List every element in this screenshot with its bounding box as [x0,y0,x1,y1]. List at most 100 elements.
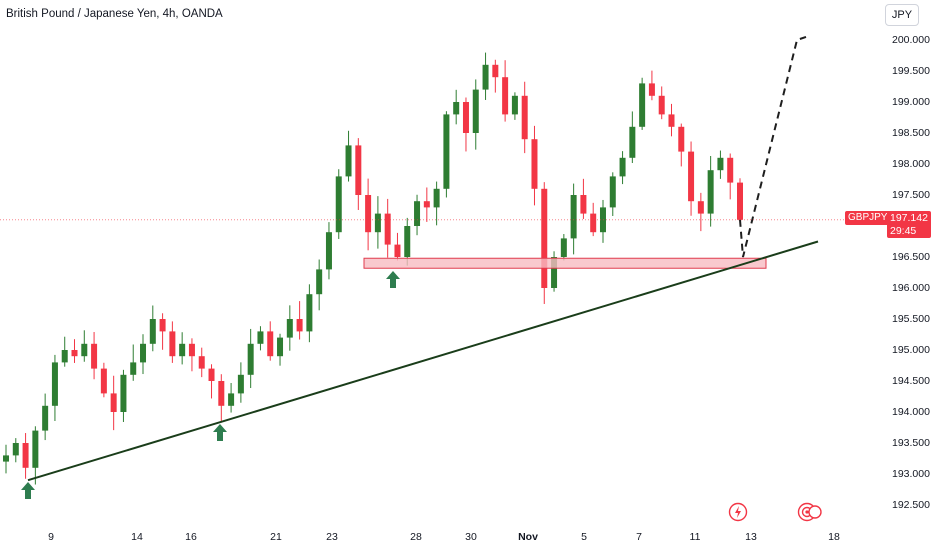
candle-body [365,195,372,233]
candle-body [570,195,577,239]
candle-body [169,331,176,357]
candle-body [433,188,440,208]
candle-body [423,201,430,208]
candle-body [502,77,509,115]
candle-body [32,430,39,468]
candle-body [472,89,479,133]
trendline[interactable] [27,240,819,482]
last-price-tag: 197.142 29:45 [887,211,931,238]
candle-body [737,182,743,220]
time-tick: 30 [465,531,477,543]
candle-body [61,350,68,363]
candle-body [492,64,499,78]
candle-body [130,362,137,375]
price-tick: 192.500 [892,499,930,511]
candle-body [42,405,49,431]
candle-body [619,157,626,177]
candle-body [110,393,117,412]
symbol-tag: GBPJPY [845,211,891,225]
candle-body [707,170,714,214]
time-tick: 23 [326,531,338,543]
candle-body [149,319,156,344]
candle-body [120,374,127,412]
buy-arrow-icon [213,424,227,441]
candle-body [188,343,195,357]
price-tick: 195.500 [892,313,930,325]
candle-body [81,343,88,357]
candle-body [228,393,235,406]
candle-body [697,201,704,214]
candle-body [531,139,538,189]
replay-icon[interactable] [797,502,823,522]
candle-body [658,95,665,115]
candle-body [159,319,166,332]
time-tick: 18 [828,531,840,543]
time-tick: 11 [689,531,701,543]
time-tick: 28 [410,531,422,543]
time-tick: 9 [48,531,54,543]
candle-body [521,95,528,140]
candle-body [541,188,548,288]
candle-body [218,381,225,406]
candlestick-series [3,52,743,485]
candle-body [404,226,411,257]
candle-body [590,213,597,233]
candle-body [482,64,489,90]
candle-body [179,343,186,357]
candle-body [462,102,469,133]
candle-body [140,343,147,363]
price-tick: 199.000 [892,96,930,108]
candle-body [208,368,215,381]
candle-body [316,269,323,295]
projection-path[interactable] [739,35,807,258]
currency-button[interactable]: JPY [885,4,919,26]
candle-body [51,362,58,406]
candle-body [443,114,450,189]
buy-arrow-icon [21,482,35,499]
candle-body [345,145,352,177]
candle-body [727,157,734,183]
candle-body [678,126,685,152]
candle-body [599,207,606,233]
candle-body [560,238,567,257]
candle-body [629,126,636,158]
candle-body [237,374,244,394]
candle-body [22,443,29,468]
price-tick: 194.000 [892,406,930,418]
price-tick: 194.500 [892,375,930,387]
price-tick: 193.500 [892,437,930,449]
time-tick: 7 [636,531,642,543]
candle-body [668,114,675,127]
price-tick: 199.500 [892,65,930,77]
candle-body [394,244,401,257]
buy-arrows [21,271,400,499]
time-tick: 13 [745,531,757,543]
candle-body [374,213,381,233]
price-tick: 197.500 [892,189,930,201]
time-tick: 21 [270,531,282,543]
candle-body [91,343,98,369]
price-tick: 196.500 [892,251,930,263]
price-tick: 198.500 [892,127,930,139]
candle-body [717,157,724,171]
price-tick: 200.000 [892,34,930,46]
support-zone[interactable] [363,257,767,269]
candle-body [648,83,655,96]
time-tick: 14 [131,531,143,543]
candle-body [384,213,391,245]
candle-body [296,319,303,332]
bar-countdown: 29:45 [890,225,917,237]
buy-arrow-icon [386,271,400,288]
candle-body [277,337,284,357]
candle-body [12,443,19,456]
candle-body [100,368,107,394]
price-tick: 196.000 [892,282,930,294]
candle-body [639,83,646,127]
time-tick: Nov [518,531,538,543]
candle-body [306,294,313,332]
flash-icon[interactable] [728,502,748,522]
candle-body [688,151,695,202]
candle-body [267,331,274,357]
candle-body [551,257,558,288]
